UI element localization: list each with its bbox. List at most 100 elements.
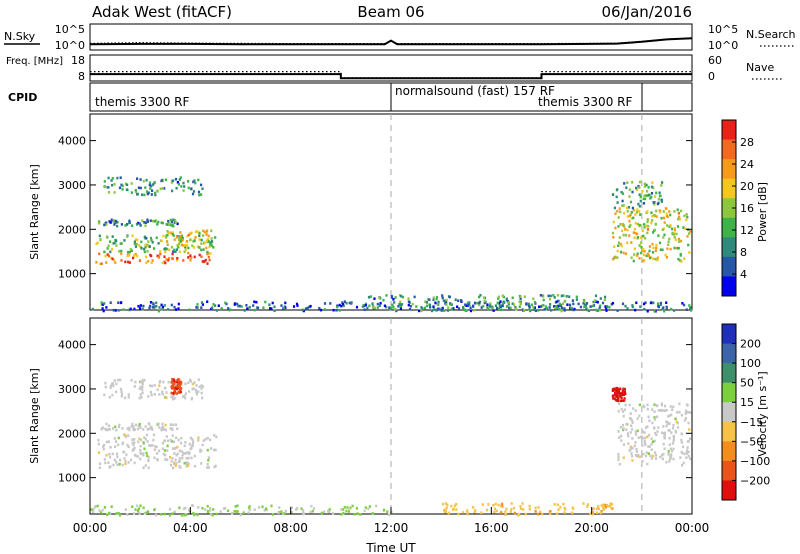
data-cell (685, 451, 688, 454)
data-cell (145, 261, 148, 265)
data-cell (188, 442, 191, 446)
data-cell (556, 503, 559, 507)
data-cell (103, 302, 106, 305)
data-cell (336, 305, 339, 309)
data-cell (113, 458, 116, 462)
data-cell (95, 242, 98, 246)
data-cell (668, 210, 671, 213)
data-cell (126, 513, 129, 516)
data-cell (129, 458, 133, 462)
data-cell (433, 308, 436, 311)
data-cell (650, 437, 653, 440)
data-cell (363, 509, 366, 513)
data-cell (452, 307, 455, 310)
data-cell (112, 242, 115, 245)
data-cell (142, 304, 145, 308)
data-cell (341, 301, 344, 304)
data-cell (394, 308, 397, 311)
data-cell (210, 244, 213, 247)
data-cell (118, 513, 122, 517)
data-cell (657, 409, 660, 412)
data-cell (109, 301, 112, 304)
data-cell (175, 248, 178, 251)
data-cell (143, 250, 146, 254)
data-cell (105, 440, 108, 444)
data-cell (595, 300, 598, 303)
data-cell (486, 306, 489, 309)
data-cell (450, 504, 453, 508)
data-cell (638, 455, 641, 458)
data-cell (641, 430, 644, 433)
data-cell (150, 426, 153, 430)
data-cell (654, 457, 658, 460)
data-cell (649, 454, 652, 458)
data-cell (671, 408, 674, 412)
data-cell (128, 219, 131, 223)
data-cell (168, 231, 171, 235)
data-cell (589, 512, 592, 516)
data-cell (122, 308, 125, 311)
data-cell (133, 385, 136, 388)
data-cell (620, 439, 623, 442)
power-ylabel: Slant Range [km] (28, 164, 41, 260)
data-cell (493, 510, 496, 514)
data-cell (168, 514, 172, 517)
data-cell (201, 443, 204, 447)
data-cell (673, 210, 676, 213)
data-cell (662, 216, 665, 220)
data-cell (136, 238, 139, 242)
data-cell (597, 505, 600, 508)
data-cell (156, 189, 159, 193)
data-cell (109, 455, 112, 459)
data-cell (193, 179, 196, 182)
data-cell (651, 251, 655, 254)
data-cell (651, 242, 654, 246)
cpid-segment-label: normalsound (fast) 157 RF (395, 84, 555, 98)
data-cell (618, 436, 621, 439)
data-cell (662, 236, 665, 239)
data-cell (284, 509, 287, 513)
data-cell (178, 250, 181, 254)
data-cell (159, 187, 162, 191)
data-cell (383, 508, 386, 512)
data-cell (201, 507, 204, 510)
data-cell (132, 443, 135, 447)
data-cell (510, 508, 513, 511)
data-cell (178, 178, 181, 181)
data-cell (474, 301, 477, 305)
data-cell (182, 244, 185, 247)
data-cell (153, 393, 156, 396)
data-cell (617, 430, 620, 433)
noise-ytick-right-bottom: 10^0 (708, 39, 738, 52)
data-cell (407, 303, 410, 307)
data-cell (158, 306, 161, 309)
data-cell (174, 177, 178, 181)
data-cell (680, 260, 683, 263)
data-cell (97, 451, 101, 454)
data-cell (592, 304, 596, 307)
data-cell (639, 195, 642, 199)
data-cell (659, 408, 662, 412)
data-cell (637, 202, 640, 206)
data-cell (209, 512, 213, 516)
data-cell (187, 464, 190, 467)
data-cell (382, 298, 385, 302)
data-cell (622, 251, 625, 255)
data-cell (690, 309, 693, 312)
data-cell (107, 191, 111, 194)
data-cell (665, 307, 668, 310)
data-cell (144, 245, 147, 249)
data-cell (208, 245, 211, 249)
data-cell (120, 259, 123, 262)
data-cell (504, 510, 507, 514)
data-cell (176, 244, 179, 247)
data-cell (678, 218, 681, 221)
data-cell (104, 461, 107, 465)
data-cell (110, 218, 113, 222)
data-cell (634, 441, 637, 444)
data-cell (158, 384, 161, 387)
data-cell (96, 241, 99, 245)
data-cell (536, 512, 540, 516)
data-cell (478, 295, 481, 299)
